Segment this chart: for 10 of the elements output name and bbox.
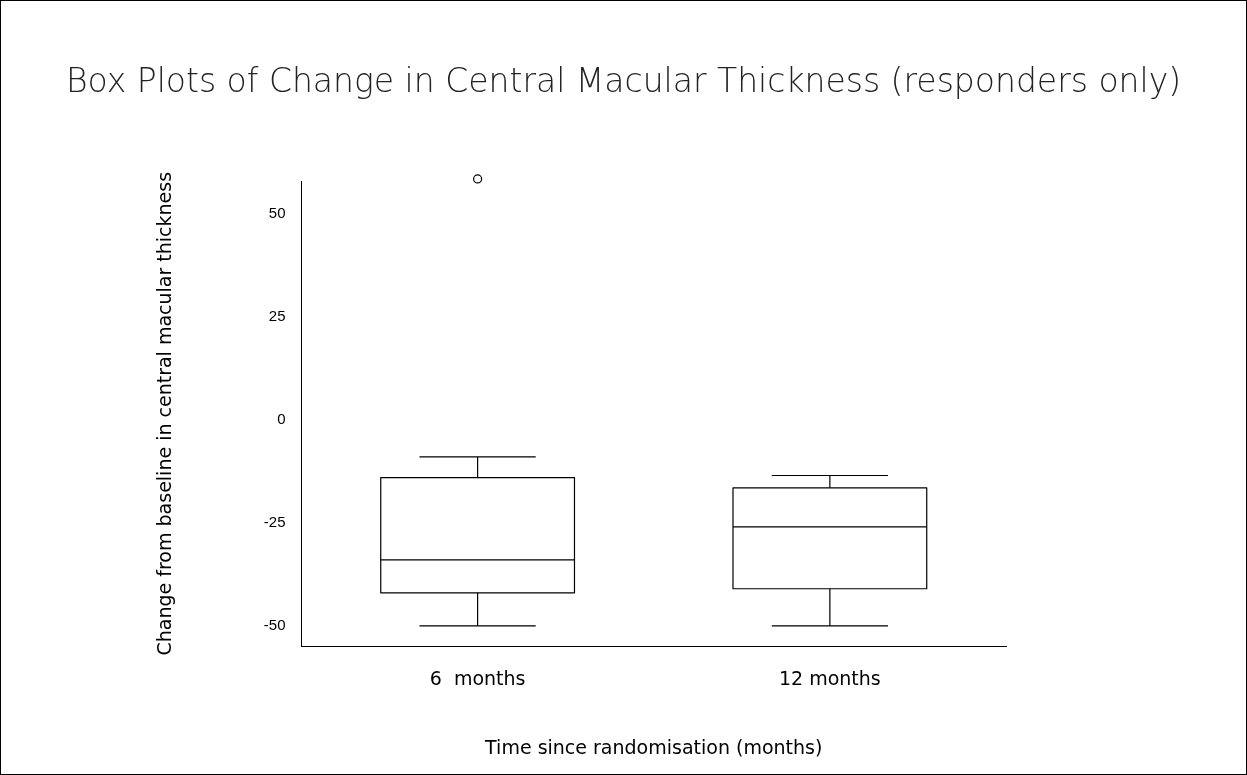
- y-tick-label: 0: [277, 410, 286, 428]
- x-tick-label: 6 months: [429, 666, 526, 689]
- y-tick-label: -25: [263, 512, 286, 530]
- x-tick-label: 12 months: [778, 666, 881, 689]
- y-axis-title: Change from baseline in central macular thickness: [153, 171, 176, 656]
- y-tick-label: 25: [268, 307, 286, 325]
- x-axis-title: Time since randomisation (months): [484, 735, 823, 758]
- y-tick-label: -50: [263, 615, 286, 633]
- chart-title: Box Plots of Change in Central Macular Thickness (responders only): [64, 61, 1183, 100]
- y-tick-label: 50: [268, 204, 286, 222]
